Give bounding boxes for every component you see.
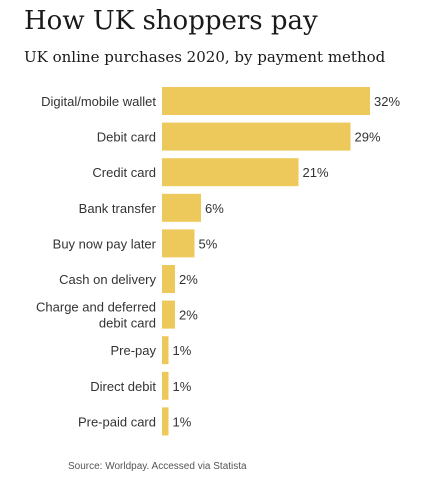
category-label-0: Digital/mobile wallet	[41, 94, 156, 109]
bar-8	[162, 371, 169, 400]
bar-9	[162, 407, 169, 436]
value-label-8: 1%	[173, 379, 192, 394]
value-label-4: 5%	[199, 236, 218, 251]
source-note: Source: Worldpay. Accessed via Statista	[68, 461, 247, 472]
value-label-0: 32%	[374, 94, 400, 109]
category-label-3: Bank transfer	[79, 201, 157, 216]
value-label-5: 2%	[179, 272, 198, 287]
bar-3	[162, 193, 201, 222]
value-label-7: 1%	[173, 343, 192, 358]
bar-6	[162, 300, 175, 329]
chart-subtitle: UK online purchases 2020, by payment met…	[24, 48, 386, 66]
bar-4	[162, 229, 195, 258]
value-label-3: 6%	[205, 201, 224, 216]
category-label-4: Buy now pay later	[53, 236, 157, 251]
value-label-6: 2%	[179, 308, 198, 323]
bar-7	[162, 336, 169, 365]
bar-1	[162, 122, 351, 151]
value-label-2: 21%	[303, 165, 329, 180]
chart-title: How UK shoppers pay	[24, 6, 318, 36]
category-label-8: Direct debit	[90, 379, 156, 394]
category-label-6: Charge and deferred debit card	[36, 300, 156, 331]
category-label-1: Debit card	[97, 130, 156, 145]
value-label-1: 29%	[355, 130, 381, 145]
value-label-9: 1%	[173, 414, 192, 429]
bar-2	[162, 158, 299, 187]
category-label-2: Credit card	[92, 165, 156, 180]
category-label-9: Pre-paid card	[78, 414, 156, 429]
category-label-5: Cash on delivery	[59, 272, 156, 287]
category-label-7: Pre-pay	[110, 343, 156, 358]
bar-5	[162, 265, 175, 293]
bar-0	[162, 87, 370, 115]
